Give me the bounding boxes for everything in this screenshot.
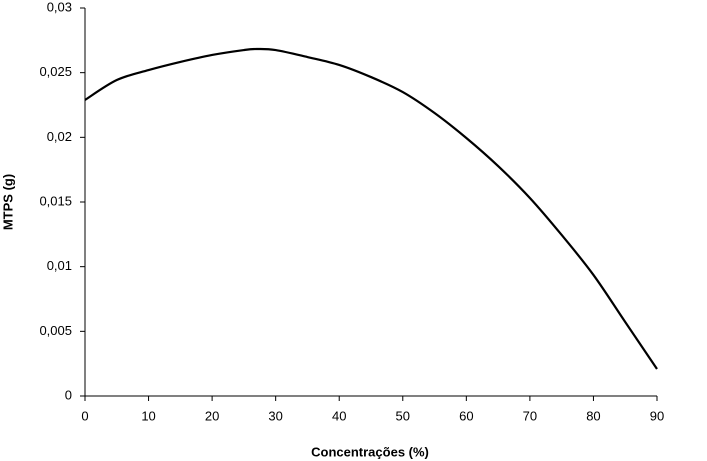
y-tick-label: 0 (65, 387, 72, 402)
x-tick-label: 40 (332, 408, 346, 423)
x-tick-label: 50 (396, 408, 410, 423)
x-tick-label: 60 (459, 408, 473, 423)
y-axis-title: MTPS (g) (0, 174, 15, 230)
y-tick-label: 0,01 (47, 258, 72, 273)
x-tick-label: 90 (650, 408, 664, 423)
x-tick-label: 10 (141, 408, 155, 423)
y-tick-label: 0,005 (39, 323, 72, 338)
y-tick-label: 0,02 (47, 129, 72, 144)
x-tick-label: 20 (205, 408, 219, 423)
y-tick-label: 0,03 (47, 0, 72, 14)
x-axis-title: Concentrações (%) (311, 444, 429, 459)
x-tick-label: 30 (268, 408, 282, 423)
x-tick-label: 80 (586, 408, 600, 423)
y-tick-label: 0,015 (39, 193, 72, 208)
line (84, 47, 658, 370)
y-tick-label: 0,025 (39, 64, 72, 79)
x-tick-label: 0 (81, 408, 88, 423)
x-tick-label: 70 (523, 408, 537, 423)
